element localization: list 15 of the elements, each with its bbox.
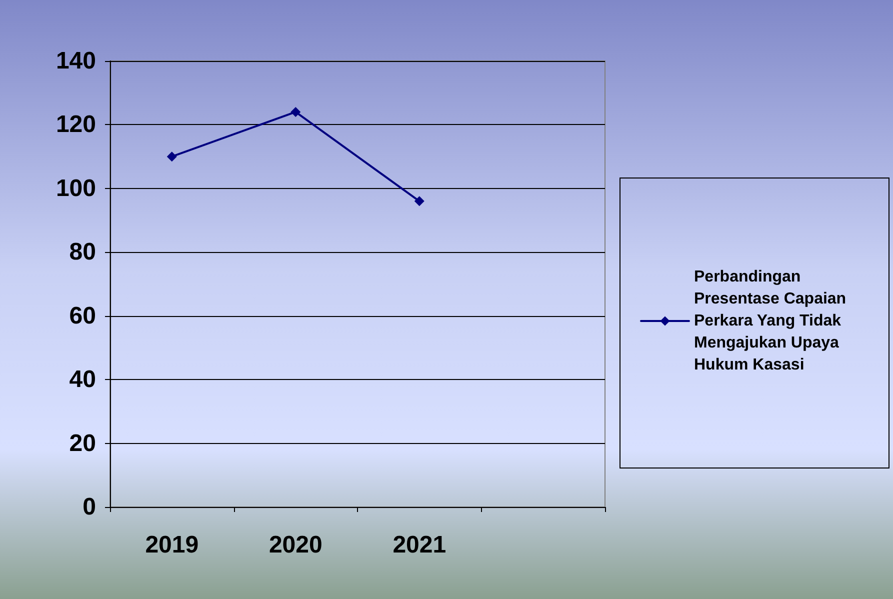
y-tick-label: 40 (69, 366, 96, 394)
x-tick-label: 2020 (268, 532, 322, 558)
x-tick-label: 2019 (145, 532, 199, 558)
y-tick-label: 80 (69, 238, 96, 266)
y-tick-label: 20 (69, 430, 96, 457)
y-tick-label: 140 (56, 48, 96, 74)
point (414, 196, 424, 206)
point (290, 106, 301, 117)
x-tick-label: 2021 (392, 532, 446, 558)
point (166, 152, 177, 162)
y-tick-label: 60 (69, 302, 96, 330)
y-tick-label: 0 (82, 494, 96, 520)
y-tick-label: 120 (56, 111, 96, 138)
y-tick-label: 100 (56, 174, 96, 202)
legend-label: Perbandingan Presentase Capaian Perkara Yang Tidak Mengajukan Upaya Hukum Kasasi (694, 268, 851, 374)
